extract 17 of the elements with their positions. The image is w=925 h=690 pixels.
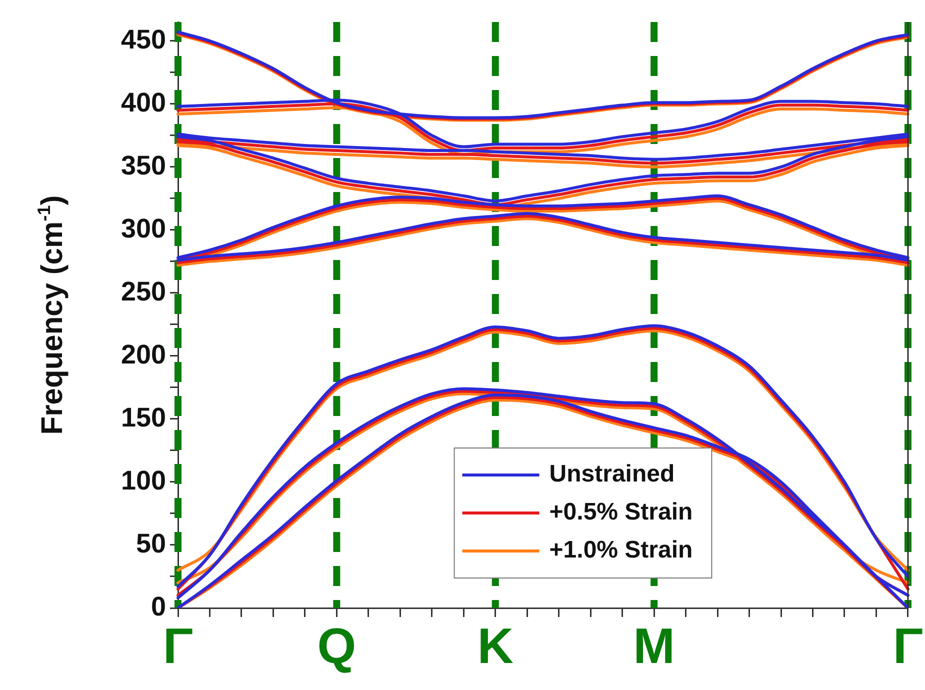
legend-label: +1.0% Strain — [549, 536, 693, 564]
x-tick-label: M — [633, 618, 675, 674]
y-tick-label: 250 — [120, 276, 166, 306]
legend-label: Unstrained — [549, 460, 675, 488]
y-tick-label: 350 — [120, 150, 166, 180]
y-tick-label: 100 — [120, 465, 166, 496]
y-tick-label: 200 — [120, 339, 166, 370]
legend-label: +0.5% Strain — [549, 498, 693, 526]
y-axis-title: Frequency (cm-1) — [34, 195, 69, 435]
y-tick-label: 400 — [120, 87, 166, 118]
y-tick-label: 450 — [120, 24, 166, 54]
y-tick-label: 150 — [120, 402, 166, 432]
y-tick-label: 50 — [136, 528, 166, 558]
y-tick-label: 300 — [120, 213, 166, 244]
x-tick-label: K — [477, 618, 514, 674]
x-tick-label: Γ — [892, 618, 924, 674]
x-tick-label: Q — [317, 618, 356, 674]
